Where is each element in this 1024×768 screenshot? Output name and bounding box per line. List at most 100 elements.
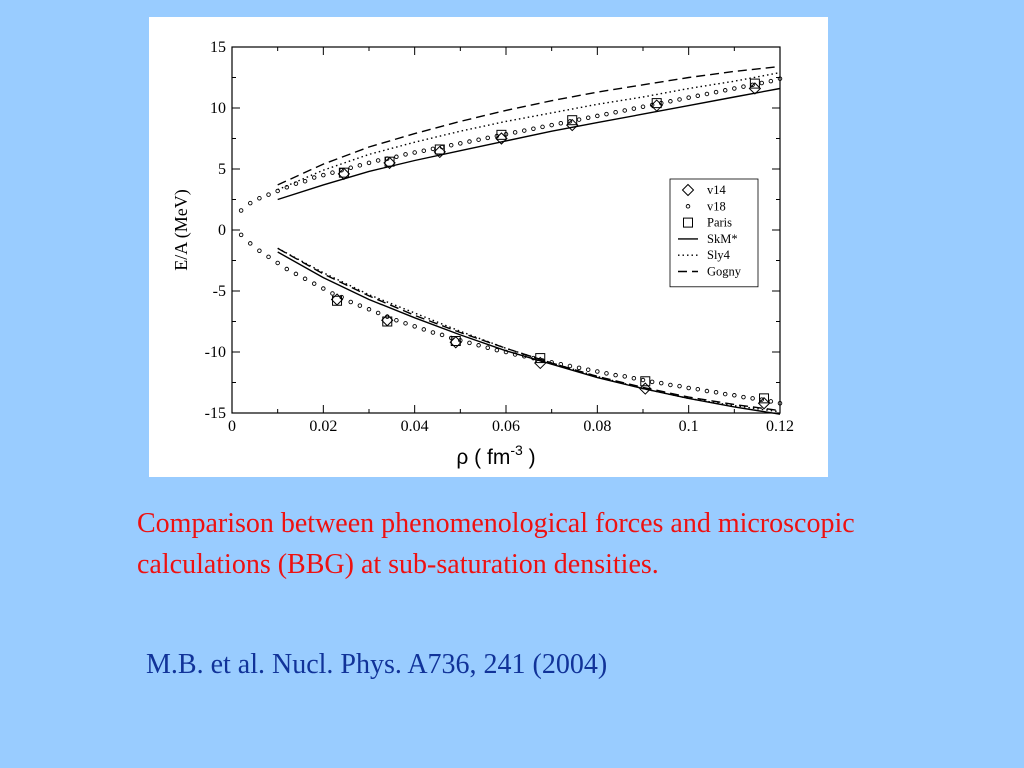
series-gogny-line xyxy=(277,65,781,186)
series-v18-point xyxy=(631,375,637,381)
series-v18-point xyxy=(458,141,463,146)
y-tick-label: -15 xyxy=(205,405,226,422)
x-tick-label: 0.06 xyxy=(492,418,520,435)
y-tick-label: 5 xyxy=(218,161,226,178)
series-skm-line xyxy=(277,87,781,201)
series-v18-point xyxy=(604,371,609,376)
series-v18-point xyxy=(768,399,774,404)
series-v18-point xyxy=(531,126,536,131)
series-v18-point xyxy=(430,146,436,152)
legend-swatch-v18 xyxy=(685,204,691,209)
chart-panel: 0 0.02 0.04 0.06 0.08 0.1 0.12 -15 -10 -5 0 5 10 15 ρ … xyxy=(149,17,828,477)
series-v18-point xyxy=(512,130,518,135)
series-v18-point xyxy=(576,117,582,122)
series-paris-point xyxy=(496,129,507,140)
series-v18-point xyxy=(668,99,673,104)
legend-label-skm: SkM* xyxy=(707,232,738,246)
series-v18-point xyxy=(659,380,664,386)
series-paris-point xyxy=(651,98,662,109)
series-v18-point xyxy=(257,196,262,201)
series-v18-point xyxy=(640,377,646,383)
legend-label-sly4: Sly4 xyxy=(707,248,731,262)
series-v18-point xyxy=(741,84,746,89)
series-v18-point xyxy=(357,163,363,168)
series-paris-point xyxy=(450,336,461,347)
y-axis-label: E/A (MeV) xyxy=(171,189,192,270)
series-v18-point xyxy=(677,97,682,102)
series-v18-point xyxy=(238,208,244,213)
series-v14-point xyxy=(639,382,652,395)
series-v18-point xyxy=(257,248,262,253)
x-tick-label: 0.12 xyxy=(766,418,794,435)
series-v18-point xyxy=(412,324,417,329)
series-v18-point xyxy=(421,327,427,332)
series-paris-point xyxy=(434,144,445,155)
series-v18-point xyxy=(622,108,627,113)
series-v14-point xyxy=(748,82,762,95)
series-v18-point xyxy=(476,343,481,348)
x-axis-label: ρ ( fm-3 ) xyxy=(456,442,535,469)
series-v18-point xyxy=(622,374,627,379)
series-sly4-line xyxy=(277,71,781,191)
series-v18-point xyxy=(759,80,764,86)
series-v18-point xyxy=(522,128,527,133)
series-v18-point xyxy=(631,106,637,111)
series-v18-point xyxy=(448,142,454,148)
series-v18-point xyxy=(430,330,436,335)
legend-swatch-v14 xyxy=(681,183,695,197)
series-v18-point xyxy=(375,158,381,163)
series-v18-point xyxy=(713,89,719,95)
series-v18-point xyxy=(494,347,500,353)
x-tick-label: 0.04 xyxy=(401,418,429,435)
series-v18-point xyxy=(238,232,244,238)
series-gogny-line xyxy=(277,247,781,412)
series-v14-point xyxy=(383,156,396,170)
series-v18-point xyxy=(467,139,472,144)
y-tick-label: 15 xyxy=(210,39,226,56)
y-tick-label: 10 xyxy=(210,100,226,117)
series-v18-point xyxy=(394,318,399,323)
series-v18-point xyxy=(722,88,728,93)
series-v18-point xyxy=(421,148,427,153)
series-v18-point xyxy=(348,165,353,171)
series-paris-point xyxy=(332,295,343,306)
y-tick-label: -10 xyxy=(205,344,226,361)
series-v18-point xyxy=(485,135,490,141)
series-v18-point xyxy=(595,369,600,374)
series-v18-point xyxy=(613,110,618,115)
series-v18-point xyxy=(604,111,609,117)
series-v18-point xyxy=(558,120,564,126)
x-tick-label: 0 xyxy=(228,418,236,435)
legend-label-paris: Paris xyxy=(707,216,732,230)
series-v18-point xyxy=(275,260,280,266)
series-v18-point xyxy=(585,367,591,372)
series-paris-point xyxy=(749,78,760,89)
legend-label-v14: v14 xyxy=(707,183,727,197)
legend-swatch-paris xyxy=(683,217,693,228)
series-v18-point xyxy=(704,388,710,394)
series-paris-point xyxy=(640,376,651,387)
series-v18-point xyxy=(284,266,290,272)
series-v14-point xyxy=(433,145,446,159)
x-tick-label: 0.1 xyxy=(679,418,699,435)
series-v18-point xyxy=(777,76,783,81)
series-v18-point xyxy=(366,160,372,166)
series-v18-point xyxy=(732,86,737,91)
series-v18-point xyxy=(248,241,253,246)
series-v18-point xyxy=(668,382,673,388)
series-v18-point xyxy=(677,383,682,389)
series-v14-point xyxy=(495,132,508,145)
series-v18-point xyxy=(394,154,399,160)
series-v18-point xyxy=(311,175,317,180)
series-v18-point xyxy=(585,115,591,121)
x-tick-label: 0.08 xyxy=(583,418,611,435)
series-v18-point xyxy=(403,321,408,326)
series-v18-point xyxy=(439,332,445,338)
series-v18-point xyxy=(412,150,417,155)
series-v18-point xyxy=(321,286,326,291)
series-v18-point xyxy=(695,93,701,99)
series-v18-point xyxy=(713,390,719,395)
series-v18-point xyxy=(311,281,317,286)
series-v18-point xyxy=(686,385,691,391)
eos-chart: 0 0.02 0.04 0.06 0.08 0.1 0.12 -15 -10 -5 0 5 10 15 ρ … xyxy=(171,39,794,469)
